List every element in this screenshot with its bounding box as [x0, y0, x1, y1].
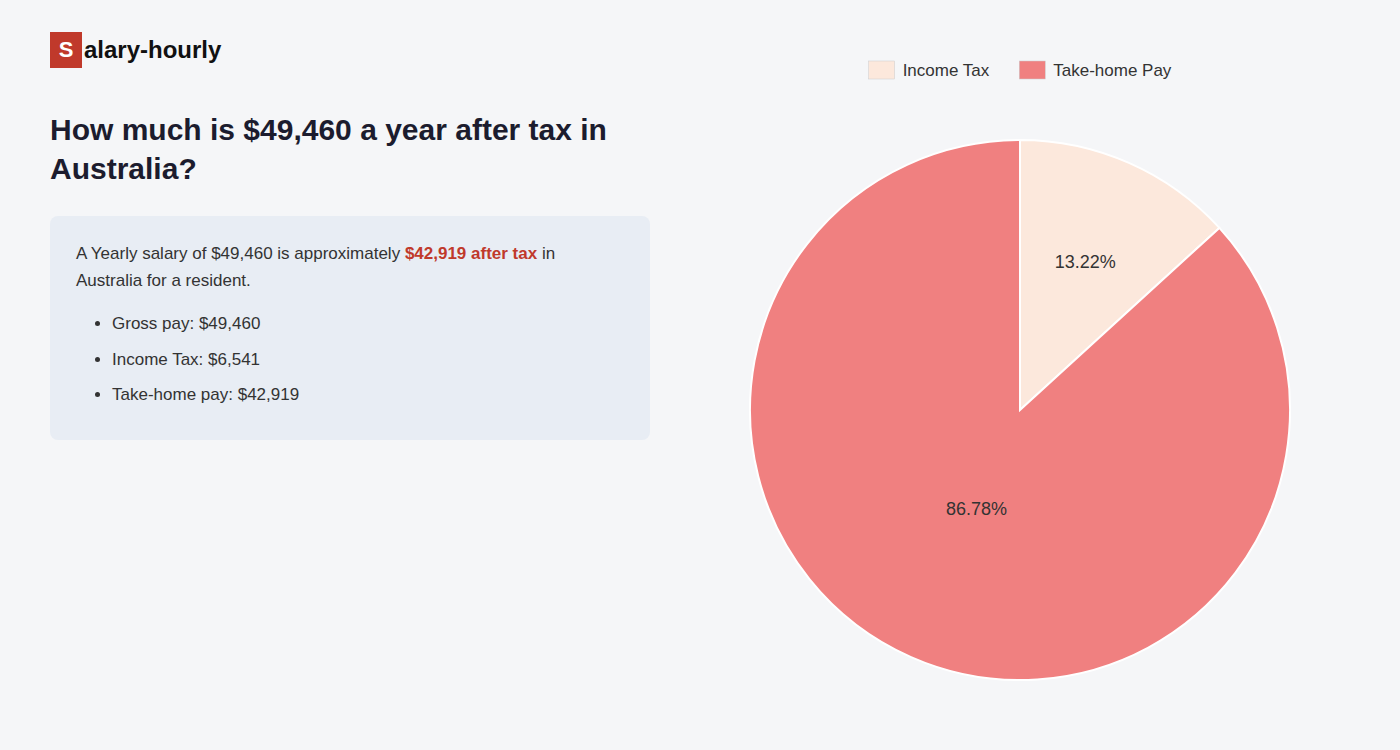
- data-label: 86.78%: [946, 499, 1007, 519]
- pie-slice: [750, 140, 1290, 680]
- text-panel: Salary-hourly How much is $49,460 a year …: [50, 30, 650, 440]
- summary-highlight: $42,919 after tax: [405, 244, 537, 263]
- info-box: A Yearly salary of $49,460 is approximat…: [50, 216, 650, 440]
- logo-mark: S: [50, 32, 82, 68]
- summary: A Yearly salary of $49,460 is approximat…: [76, 240, 624, 267]
- bullet-item: Take-home pay: $42,919: [112, 381, 624, 408]
- slices: [750, 140, 1290, 680]
- pie-chart: 13.22% 86.78% Income Tax Take-home Pay: [680, 0, 1380, 750]
- legend-swatch: [869, 61, 895, 79]
- bullet-item: Gross pay: $49,460: [112, 310, 624, 337]
- bullet-list: Gross pay: $49,460 Income Tax: $6,541 Take…: [76, 310, 624, 408]
- title: How much is $49,460 a year after tax in …: [50, 110, 650, 188]
- legend-label: Take-home Pay: [1053, 61, 1172, 80]
- summary-text: in: [537, 244, 555, 263]
- data-labels: 13.22% 86.78%: [946, 252, 1116, 519]
- summary-text: A Yearly salary of $49,460 is approximat…: [76, 244, 405, 263]
- legend-label: Income Tax: [903, 61, 990, 80]
- data-label: 13.22%: [1055, 252, 1116, 272]
- legend: Income Tax Take-home Pay: [869, 61, 1172, 80]
- logo: Salary-hourly: [50, 30, 650, 70]
- bullet-item: Income Tax: $6,541: [112, 346, 624, 373]
- summary-text: Australia for a resident.: [76, 267, 624, 294]
- legend-swatch: [1019, 61, 1045, 79]
- logo-text: alary-hourly: [84, 36, 221, 64]
